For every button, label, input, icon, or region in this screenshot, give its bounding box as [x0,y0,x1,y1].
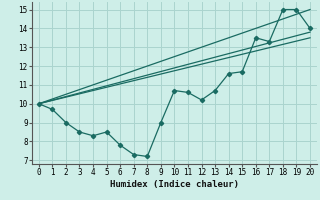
X-axis label: Humidex (Indice chaleur): Humidex (Indice chaleur) [110,180,239,189]
